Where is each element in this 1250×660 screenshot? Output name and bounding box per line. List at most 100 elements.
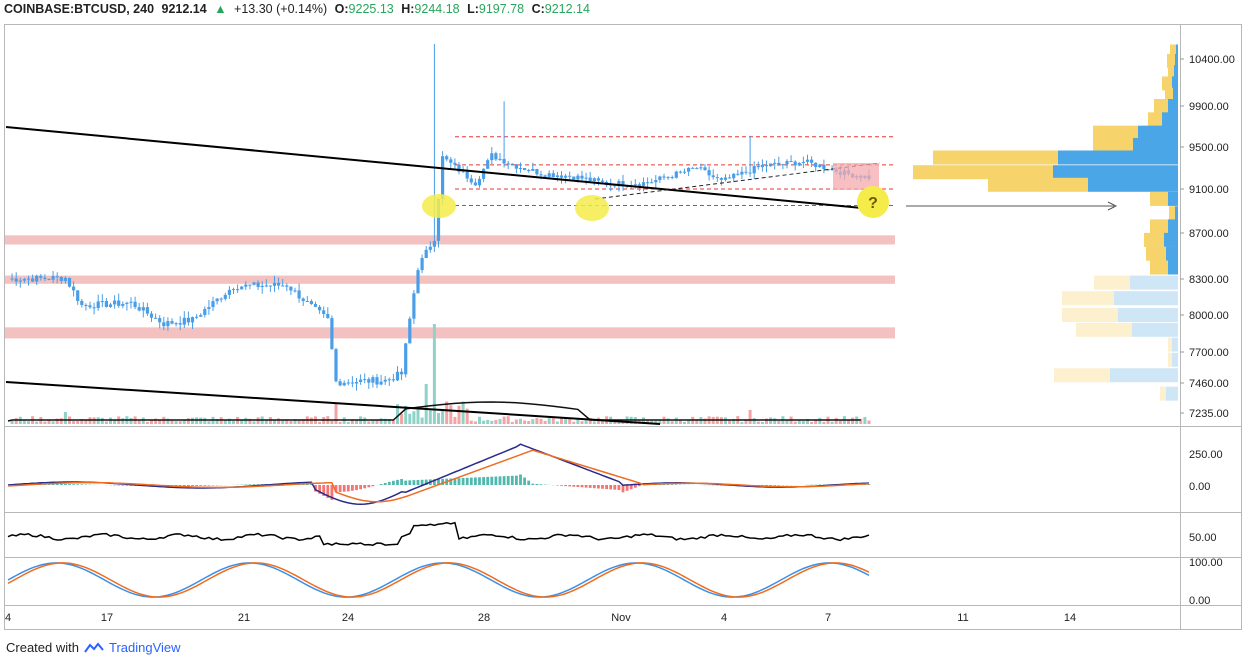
candle-body	[162, 322, 166, 327]
candle-body	[260, 285, 264, 287]
close-label: C:	[531, 2, 545, 16]
macd-hist-bar	[310, 483, 313, 485]
volume-bar	[301, 419, 305, 424]
candle-body	[100, 301, 104, 303]
candle-body	[584, 177, 588, 179]
macd-hist-bar	[482, 477, 485, 485]
tradingview-link[interactable]: TradingView	[108, 640, 181, 655]
volume-bar	[650, 420, 654, 424]
vp-buy-bar	[1168, 99, 1178, 113]
time-tick-label: 24	[342, 612, 354, 624]
vp-sell-bar	[1162, 76, 1172, 91]
macd-hist-bar	[822, 484, 826, 485]
volume-bars	[7, 324, 871, 424]
macd-hist-bar	[367, 485, 371, 488]
candle-body	[412, 293, 416, 319]
macd-hist-bar	[498, 476, 502, 485]
volume-bar	[535, 418, 539, 424]
candle-body	[14, 278, 18, 282]
macd-hist-bar	[191, 485, 194, 486]
vp-sell-bar	[1167, 53, 1175, 68]
volume-bar	[482, 420, 486, 424]
volume-bar	[560, 418, 563, 424]
volume-bar	[199, 417, 203, 424]
volume-bar	[432, 324, 436, 424]
volume-bar	[412, 411, 416, 424]
macd-hist-bar	[334, 485, 338, 493]
macd-hist-bar	[576, 485, 580, 487]
volume-bar	[113, 420, 117, 424]
macd-tick-label: 0.00	[1189, 481, 1210, 493]
candle-body	[84, 304, 88, 306]
candle-body	[387, 379, 391, 381]
candle-body	[769, 163, 773, 167]
rising-dashed-trendline[interactable]	[594, 162, 881, 200]
candle-body	[818, 164, 822, 168]
volume-profile	[913, 44, 1178, 401]
macd-hist-bar	[539, 484, 543, 485]
macd-hist-bar	[478, 477, 481, 485]
rsi-pane	[7, 521, 870, 546]
volume-bar	[273, 419, 276, 424]
volume-bar	[445, 401, 449, 424]
vp-buy-bar	[1130, 275, 1178, 290]
candle-body	[149, 313, 154, 318]
candle-body	[797, 162, 801, 166]
price-tick-label: 9900.00	[1189, 101, 1229, 113]
tradingview-logo-icon	[84, 641, 104, 653]
volume-bar	[441, 409, 445, 424]
candle-body	[293, 290, 297, 292]
macd-hist-bar	[597, 485, 600, 489]
volume-bar	[227, 418, 231, 424]
volume-bar	[27, 421, 30, 424]
highlight-circle-1[interactable]	[422, 194, 456, 218]
volume-bar	[391, 420, 395, 424]
macd-hist-bar	[203, 485, 207, 486]
vp-buy-bar	[1172, 337, 1178, 352]
price-tick-label: 7700.00	[1189, 347, 1229, 359]
volume-bar	[252, 421, 256, 424]
candle-body	[736, 173, 740, 175]
candle-body	[268, 285, 272, 287]
vp-sell-bar	[1093, 137, 1133, 152]
volume-bar	[588, 417, 592, 424]
price-tick-label: 8700.00	[1189, 228, 1229, 240]
lower-trendline[interactable]	[5, 381, 661, 425]
macd-hist-bar	[47, 483, 51, 485]
macd-hist-bar	[342, 485, 346, 492]
macd-hist-bar	[494, 476, 498, 485]
candle-body	[728, 177, 732, 179]
candle-body	[756, 166, 760, 168]
upper-trendline[interactable]	[5, 126, 863, 209]
volume-bar	[748, 410, 752, 424]
volume-bar	[785, 420, 789, 424]
footer: Created with TradingView	[6, 640, 181, 655]
candle-body	[39, 275, 43, 278]
macd-hist-bar	[330, 485, 334, 500]
candle-body	[313, 304, 318, 307]
symbol-label[interactable]: COINBASE:BTCUSD, 240	[4, 2, 155, 16]
macd-hist-bar	[564, 485, 567, 487]
candle-body	[490, 153, 494, 161]
vp-sell-bar	[933, 150, 1058, 165]
candle-body	[51, 276, 55, 280]
volume-bar	[666, 418, 670, 424]
macd-hist-bar	[59, 483, 63, 485]
volume-bar	[371, 420, 375, 424]
volume-bar	[576, 418, 580, 424]
highlight-box[interactable]	[833, 163, 879, 190]
volume-bar	[47, 419, 51, 424]
candle-body	[527, 170, 531, 172]
created-with-label: Created with	[6, 640, 79, 655]
candle-body	[297, 290, 301, 299]
vp-buy-bar	[1173, 87, 1178, 102]
highlight-circle-2[interactable]	[575, 195, 609, 221]
macd-hist-bar	[408, 480, 412, 485]
vp-buy-bar	[1138, 125, 1178, 140]
volume-bar	[367, 421, 371, 424]
candle-body	[670, 177, 674, 179]
question-circle[interactable]	[857, 186, 889, 218]
volume-bar	[543, 420, 547, 424]
candle-body	[252, 282, 256, 285]
